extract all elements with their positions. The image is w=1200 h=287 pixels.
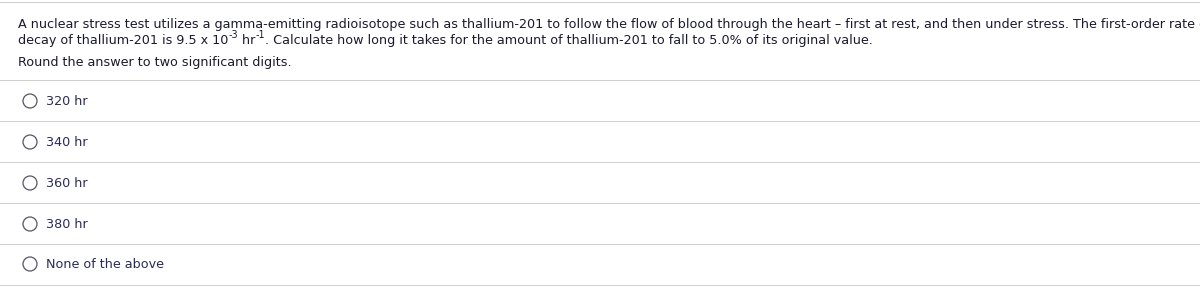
Text: . Calculate how long it takes for the amount of thallium-201 to fall to 5.0% of : . Calculate how long it takes for the am… bbox=[265, 34, 872, 47]
Text: Round the answer to two significant digits.: Round the answer to two significant digi… bbox=[18, 56, 292, 69]
Text: 340 hr: 340 hr bbox=[46, 136, 88, 149]
Text: None of the above: None of the above bbox=[46, 258, 164, 271]
Text: hr: hr bbox=[238, 34, 256, 47]
Text: -1: -1 bbox=[256, 30, 265, 40]
Text: 380 hr: 380 hr bbox=[46, 218, 88, 231]
Text: A nuclear stress test utilizes a gamma-emitting radioisotope such as thallium-20: A nuclear stress test utilizes a gamma-e… bbox=[18, 18, 1200, 31]
Text: 320 hr: 320 hr bbox=[46, 95, 88, 108]
Text: -3: -3 bbox=[228, 30, 238, 40]
Text: 360 hr: 360 hr bbox=[46, 177, 88, 190]
Text: decay of thallium-201 is 9.5 x 10: decay of thallium-201 is 9.5 x 10 bbox=[18, 34, 228, 47]
